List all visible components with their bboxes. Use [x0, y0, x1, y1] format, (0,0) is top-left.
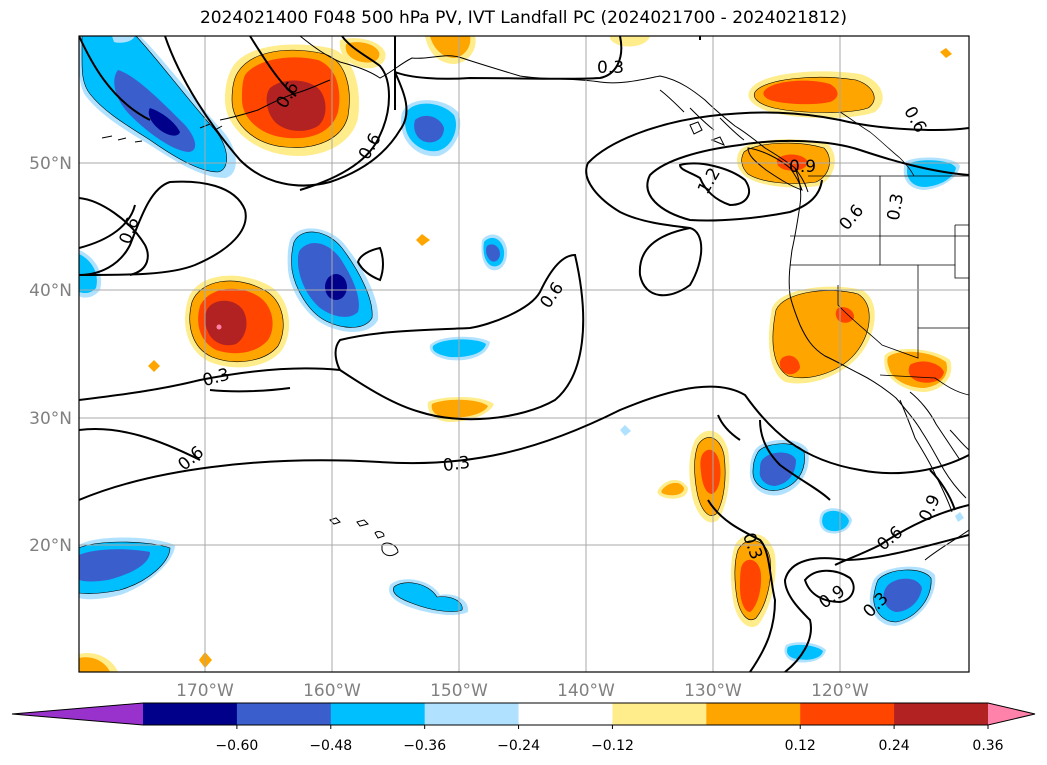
map-title: 2024021400 F048 500 hPa PV, IVT Landfall…: [199, 8, 847, 28]
colorbar-tick-label: 0.36: [972, 738, 1003, 754]
lon-label: 120°W: [811, 681, 869, 701]
colorbar-swatch: [612, 703, 707, 725]
colorbar-tick-label: −0.24: [497, 738, 540, 754]
colorbar-swatch: [424, 703, 520, 725]
colorbar-tick-label: 0.24: [879, 738, 910, 754]
lon-labels: 170°W 160°W 150°W 140°W 130°W 120°W: [176, 681, 869, 701]
lat-label: 20°N: [29, 536, 72, 556]
contour-label: 0.9: [789, 157, 816, 177]
colorbar-swatch: [800, 703, 895, 725]
contour-label: 0.3: [442, 453, 472, 477]
warm-anomaly-blobs: [79, 36, 952, 672]
colorbar-extend-high: [988, 703, 1035, 725]
lon-label: 170°W: [176, 681, 234, 701]
colorbar-swatch: [236, 703, 332, 725]
map-frame: [78, 35, 970, 673]
colorbar-outline: [11, 702, 1036, 726]
lat-label: 30°N: [29, 409, 72, 429]
lat-labels: 50°N 40°N 30°N 20°N: [29, 154, 72, 556]
colorbar-extend-low: [12, 703, 143, 725]
lon-label: 160°W: [303, 681, 361, 701]
lon-label: 130°W: [684, 681, 742, 701]
colorbar-swatch: [330, 703, 426, 725]
colorbar-swatch: [518, 703, 613, 725]
lon-label: 150°W: [430, 681, 488, 701]
colorbar-tick-label: −0.12: [591, 738, 634, 754]
contour-label: 0.3: [597, 58, 624, 78]
pv-contours: [79, 36, 969, 672]
colorbar-swatch: [894, 703, 989, 725]
colorbar-tick-label: −0.60: [215, 738, 258, 754]
colorbar-tick-label: −0.36: [403, 738, 446, 754]
lon-label: 140°W: [557, 681, 615, 701]
borders: [790, 111, 969, 396]
colorbar-tick-label: 0.12: [785, 738, 816, 754]
contour-label: 0.3: [884, 192, 908, 222]
colorbar-tick-label: −0.48: [309, 738, 352, 754]
colorbar-swatch: [706, 703, 801, 725]
colorbar: −0.60−0.48−0.36−0.24−0.120.120.240.360.4…: [11, 702, 1036, 754]
map-content: 0.3 0.6 0.6 0.6 0.3 0.6 0.3 0.6 1.2 0.9 …: [79, 36, 969, 672]
gridlines: [79, 36, 969, 672]
colorbar-swatch: [143, 703, 238, 725]
lat-label: 40°N: [29, 281, 72, 301]
lat-label: 50°N: [29, 154, 72, 174]
